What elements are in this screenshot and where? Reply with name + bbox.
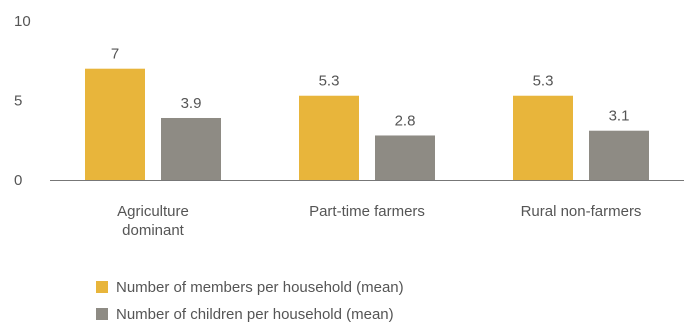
legend-label-children: Number of children per household (mean)	[116, 305, 394, 323]
bar-value-label: 5.3	[533, 73, 554, 90]
category-label: Rural non-farmers	[521, 203, 642, 220]
y-tick-label: 10	[14, 13, 31, 30]
category-label: Part-time farmers	[309, 203, 425, 220]
bar	[513, 95, 573, 180]
legend-item-children: Number of children per household (mean)	[96, 303, 404, 325]
bar-value-label: 2.8	[395, 112, 416, 129]
chart: 0 5 10 7 3.9 Agriculture dominant 5.3 2.8 Part-ti…	[14, 13, 684, 323]
bar-value-label: 7	[111, 46, 119, 63]
bar-value-label: 5.3	[319, 73, 340, 90]
legend-label-members: Number of members per household (mean)	[116, 278, 404, 296]
category-label-line: dominant	[122, 222, 185, 239]
legend-swatch-children	[96, 308, 108, 320]
legend-item-members: Number of members per household (mean)	[96, 276, 404, 298]
bar	[85, 68, 145, 180]
bar-chart: 0 5 10 7 3.9 Agriculture dominant 5.3 2.8 Part-ti…	[14, 13, 684, 239]
bar	[161, 117, 221, 180]
bar	[589, 130, 649, 180]
y-tick-label: 5	[14, 93, 22, 110]
bar	[299, 95, 359, 180]
bar-value-label: 3.1	[609, 108, 630, 125]
y-tick-label: 0	[14, 172, 22, 189]
category-label-line: Rural non-farmers	[521, 203, 642, 220]
bar	[375, 135, 435, 180]
category-label: Agriculture dominant	[117, 203, 189, 239]
legend-swatch-members	[96, 281, 108, 293]
category-label-line: Agriculture	[117, 203, 189, 220]
bar-value-label: 3.9	[181, 95, 202, 112]
category-label-line: Part-time farmers	[309, 203, 425, 220]
legend: Number of members per household (mean) N…	[96, 276, 404, 330]
